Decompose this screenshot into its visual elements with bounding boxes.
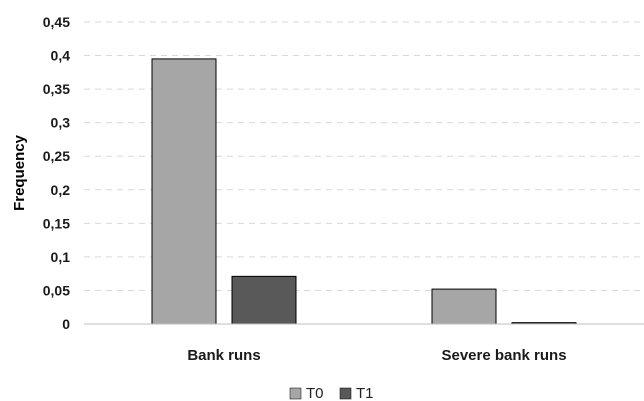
- y-tick-label: 0,1: [51, 249, 71, 265]
- y-tick-label: 0,35: [43, 81, 70, 97]
- bar-t0-severe-bank-runs: [431, 288, 497, 325]
- y-axis-title: Frequency: [11, 134, 28, 211]
- legend-label-t1: T1: [356, 385, 374, 401]
- x-category-label: Bank runs: [187, 347, 260, 364]
- x-axis-categories: Bank runs Severe bank runs: [187, 347, 566, 364]
- y-tick-label: 0,15: [43, 215, 70, 231]
- y-tick-label: 0: [62, 316, 70, 332]
- legend-swatch-t1: [339, 387, 352, 400]
- legend-label-t0: T0: [306, 385, 324, 401]
- y-tick-label: 0,2: [51, 182, 71, 198]
- y-tick-label: 0,4: [51, 48, 71, 64]
- y-tick-label: 0,3: [51, 115, 71, 131]
- y-axis-ticks: 0 0,05 0,1 0,15 0,2 0,25 0,3 0,35 0,4 0,45: [43, 14, 70, 332]
- x-category-label: Severe bank runs: [441, 347, 566, 364]
- bars: [151, 58, 577, 325]
- y-tick-label: 0,45: [43, 14, 70, 30]
- bar-t0-bank-runs: [151, 58, 217, 325]
- legend: T0 T1: [289, 385, 374, 401]
- y-tick-label: 0,25: [43, 148, 70, 164]
- bar-t1-bank-runs: [231, 275, 297, 325]
- legend-swatch-t0: [289, 387, 302, 400]
- y-tick-label: 0,05: [43, 282, 70, 298]
